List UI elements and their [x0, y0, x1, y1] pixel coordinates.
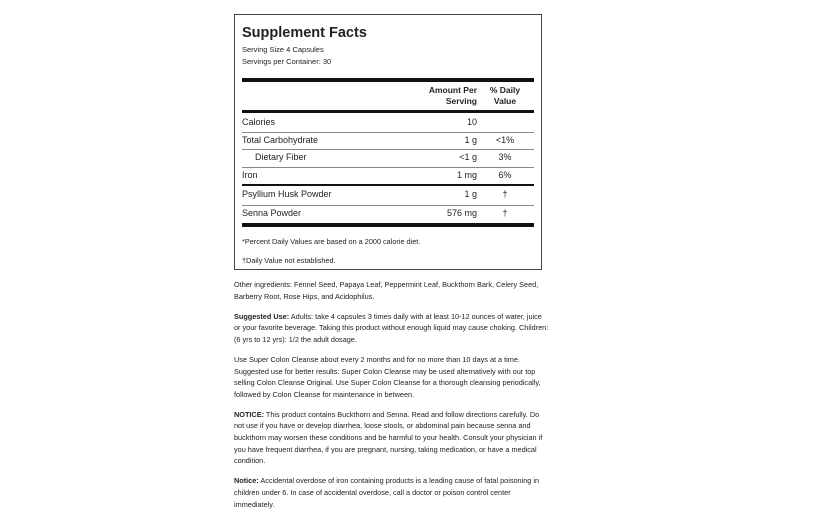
paragraph-text: Use Super Colon Cleanse about every 2 mo…	[234, 354, 541, 399]
footnote: *Percent Daily Values are based on a 200…	[242, 237, 421, 246]
daily-value: †	[502, 189, 508, 199]
paragraph-label: Notice:	[234, 476, 259, 486]
amount: 576 mg	[446, 207, 477, 218]
rule	[242, 184, 534, 186]
daily-value: †	[502, 207, 508, 218]
paragraph: Use Super Colon Cleanse about every 2 mo…	[234, 354, 550, 400]
rule	[242, 223, 534, 227]
paragraph-text: Other ingredients: Fennel Seed, Papaya L…	[234, 280, 539, 301]
header-line: Value	[493, 96, 517, 106]
paragraph: Notice: Accidental overdose of iron cont…	[234, 475, 550, 510]
amount: <1 g	[459, 152, 477, 162]
nutrient-name: Senna Powder	[242, 207, 302, 218]
supplement-facts: Supplement Facts Serving Size 4 Capsules…	[234, 14, 542, 270]
paragraph: Other ingredients: Fennel Seed, Papaya L…	[234, 279, 550, 302]
amount: 10	[466, 117, 477, 127]
paragraph-label: NOTICE:	[234, 409, 264, 419]
amount: 1 g	[464, 134, 477, 145]
nutrient-name: Dietary Fiber	[255, 152, 307, 162]
servings-per-container: Servings per Container: 30	[242, 57, 332, 66]
amount: 1 mg	[456, 169, 477, 180]
paragraph-text: Adults: take 4 capsules 3 times daily wi…	[234, 311, 549, 344]
label-text: Other ingredients: Fennel Seed, Papaya L…	[234, 279, 550, 519]
daily-value: 6%	[498, 169, 512, 180]
paragraph-text: This product contains Buckthorn and Senn…	[234, 409, 543, 466]
daily-value: 3%	[498, 152, 512, 162]
daily-value: <1%	[495, 134, 515, 145]
paragraph: Suggested Use: Adults: take 4 capsules 3…	[234, 311, 550, 346]
row-rule	[242, 204, 534, 206]
serving-size: Serving Size 4 Capsules	[242, 45, 324, 54]
nutrient-name: Calories	[242, 117, 276, 127]
paragraph: NOTICE: This product contains Buckthorn …	[234, 409, 550, 467]
header-line: Amount Per	[428, 85, 477, 95]
header-line: % Daily	[489, 85, 521, 95]
footnote: †Daily Value not established.	[242, 256, 336, 265]
rule	[242, 110, 534, 113]
paragraph-text: Accidental overdose of iron containing p…	[234, 476, 540, 509]
row-rule	[242, 131, 534, 133]
row-rule	[242, 166, 534, 168]
row-rule	[242, 149, 534, 150]
amount: 1 g	[464, 189, 477, 199]
paragraph-label: Suggested Use:	[234, 311, 290, 321]
facts-title: Supplement Facts	[242, 25, 367, 41]
header-line: Serving	[445, 96, 477, 106]
rule	[242, 78, 534, 82]
nutrient-name: Psyllium Husk Powder	[242, 189, 332, 199]
amount-header: Amount Per Serving	[429, 85, 477, 107]
nutrient-name: Iron	[242, 169, 258, 180]
nutrient-name: Total Carbohydrate	[242, 134, 319, 145]
dv-header: % Daily Value	[483, 85, 527, 107]
